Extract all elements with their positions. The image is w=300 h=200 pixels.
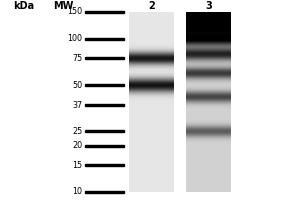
- Bar: [85, 57, 124, 59]
- Text: 75: 75: [72, 54, 82, 63]
- Text: kDa: kDa: [14, 1, 34, 11]
- Text: 10: 10: [73, 188, 82, 196]
- Bar: [85, 11, 124, 13]
- Bar: [85, 130, 124, 132]
- Bar: [85, 84, 124, 86]
- Bar: [85, 191, 124, 193]
- Text: 20: 20: [72, 141, 82, 150]
- Text: 15: 15: [72, 161, 82, 170]
- Bar: [85, 164, 124, 166]
- Text: 3: 3: [205, 1, 212, 11]
- Text: 25: 25: [72, 127, 82, 136]
- Text: MW: MW: [53, 1, 73, 11]
- Text: 150: 150: [68, 7, 82, 17]
- Bar: [85, 145, 124, 147]
- Text: 100: 100: [68, 34, 82, 43]
- Bar: [85, 38, 124, 40]
- Text: 2: 2: [148, 1, 155, 11]
- Bar: [85, 104, 124, 106]
- Text: 50: 50: [72, 81, 82, 90]
- Text: 37: 37: [72, 101, 82, 110]
